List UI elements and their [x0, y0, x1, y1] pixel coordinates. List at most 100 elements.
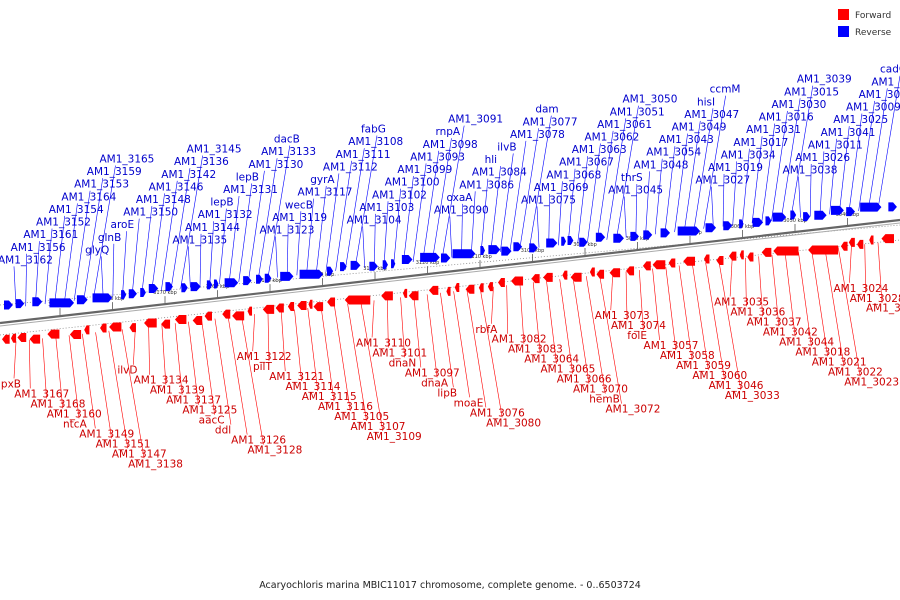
gene-label[interactable]: AM1_3156 [11, 242, 66, 254]
gene-label[interactable]: ilvB [497, 141, 516, 153]
gene-label[interactable]: AM1_3066 [557, 374, 612, 386]
gene-label[interactable]: AM1_3043 [659, 134, 714, 146]
gene-arrow[interactable] [340, 262, 347, 272]
gene-label[interactable]: AM1_3024 [833, 283, 888, 295]
gene-arrow[interactable] [609, 268, 621, 278]
gene-label[interactable]: AM1_3032 [866, 303, 900, 315]
gene-arrow[interactable] [487, 282, 493, 292]
gene-label[interactable]: AM1_3115 [302, 391, 357, 403]
gene-label[interactable]: AM1_3103 [359, 202, 414, 214]
gene-label[interactable]: AM1_3110 [356, 337, 411, 349]
gene-arrow[interactable] [275, 303, 284, 313]
gene-arrow[interactable] [529, 243, 538, 253]
gene-label[interactable]: AM1_3029 [871, 76, 900, 88]
gene-label[interactable]: AM1_3080 [486, 417, 541, 429]
gene-label[interactable]: pilT [253, 361, 272, 373]
gene-arrow[interactable] [848, 237, 855, 247]
gene-label[interactable]: AM1_3086 [459, 179, 514, 191]
gene-label[interactable]: AM1_3104 [347, 214, 402, 226]
gene-arrow[interactable] [888, 202, 897, 212]
gene-arrow[interactable] [773, 246, 799, 256]
gene-label[interactable]: AM1_3073 [595, 310, 650, 322]
gene-label[interactable]: AM1_3147 [112, 448, 167, 460]
gene-label[interactable]: AM1_3060 [692, 370, 747, 382]
gene-arrow[interactable] [562, 270, 568, 280]
gene-arrow[interactable] [222, 309, 231, 319]
gene-arrow[interactable] [369, 261, 378, 271]
gene-arrow[interactable] [49, 298, 75, 308]
gene-label[interactable]: AM1_3009 [846, 102, 900, 114]
gene-label[interactable]: AM1_3114 [285, 381, 340, 393]
gene-label[interactable]: AM1_3018 [795, 346, 850, 358]
gene-arrow[interactable] [501, 246, 512, 256]
gene-arrow[interactable] [630, 231, 639, 241]
gene-label[interactable]: AM1_3036 [730, 306, 785, 318]
gene-label[interactable]: thrS [621, 172, 643, 184]
gene-label[interactable]: AM1_3074 [611, 320, 666, 332]
gene-label[interactable]: AM1_3075 [521, 195, 576, 207]
gene-arrow[interactable] [454, 282, 460, 292]
gene-arrow[interactable] [739, 250, 744, 260]
gene-label[interactable]: AM1_3017 [733, 137, 788, 149]
gene-arrow[interactable] [761, 247, 772, 257]
gene-label[interactable]: ilvD [117, 365, 137, 377]
gene-arrow[interactable] [677, 226, 701, 236]
gene-label[interactable]: AM1_3122 [237, 351, 292, 363]
gene-label[interactable]: AM1_3042 [763, 326, 818, 338]
gene-arrow[interactable] [570, 272, 582, 282]
gene-label[interactable]: AM1_3041 [821, 127, 876, 139]
gene-label[interactable]: AM1_3059 [676, 360, 731, 372]
gene-label[interactable]: AM1_3134 [134, 375, 189, 387]
gene-arrow[interactable] [84, 325, 90, 335]
gene-arrow[interactable] [705, 223, 717, 233]
gene-arrow[interactable] [401, 255, 413, 265]
gene-arrow[interactable] [381, 291, 393, 301]
gene-label[interactable]: AM1_3045 [608, 185, 663, 197]
gene-label[interactable]: AM1_3126 [231, 435, 286, 447]
gene-label[interactable]: AM1_3090 [434, 205, 489, 217]
gene-arrow[interactable] [262, 304, 275, 314]
gene-label[interactable]: AM1_3149 [79, 428, 134, 440]
gene-label[interactable]: AM1_3160 [47, 408, 102, 420]
gene-arrow[interactable] [511, 276, 524, 286]
gene-arrow[interactable] [728, 251, 737, 261]
gene-label[interactable]: AM1_3076 [470, 407, 525, 419]
gene-arrow[interactable] [626, 266, 635, 276]
gene-label[interactable]: AM1_3040 [859, 89, 900, 101]
gene-arrow[interactable] [232, 311, 245, 321]
gene-arrow[interactable] [546, 238, 558, 248]
gene-label[interactable]: AM1_3033 [725, 390, 780, 402]
gene-arrow[interactable] [420, 252, 440, 262]
gene-arrow[interactable] [47, 329, 60, 339]
gene-label[interactable]: AM1_3117 [298, 187, 353, 199]
gene-label[interactable]: AM1_3048 [634, 159, 689, 171]
gene-arrow[interactable] [204, 311, 212, 321]
gene-label[interactable]: aacC [199, 415, 225, 427]
gene-arrow[interactable] [860, 202, 882, 212]
gene-arrow[interactable] [140, 287, 146, 297]
gene-label[interactable]: ntcA [63, 418, 88, 430]
gene-arrow[interactable] [567, 236, 574, 246]
gene-label[interactable]: ccmM [710, 84, 741, 96]
gene-label[interactable]: AM1_3083 [508, 344, 563, 356]
gene-label[interactable]: AM1_3065 [540, 364, 595, 376]
gene-arrow[interactable] [869, 235, 874, 245]
gene-arrow[interactable] [465, 284, 475, 294]
gene-arrow[interactable] [15, 299, 25, 309]
gene-label[interactable]: AM1_3068 [546, 169, 601, 181]
gene-arrow[interactable] [857, 239, 864, 249]
gene-arrow[interactable] [402, 288, 408, 298]
gene-arrow[interactable] [32, 297, 43, 307]
gene-arrow[interactable] [452, 249, 476, 259]
gene-label[interactable]: AM1_3050 [622, 94, 677, 106]
gene-label[interactable]: hisI [697, 96, 715, 108]
gene-arrow[interactable] [299, 269, 324, 279]
gene-arrow[interactable] [243, 276, 252, 286]
gene-arrow[interactable] [668, 258, 676, 268]
gene-arrow[interactable] [596, 269, 605, 279]
gene-label[interactable]: AM1_3102 [372, 189, 427, 201]
gene-label[interactable]: AM1_3099 [397, 164, 452, 176]
gene-label[interactable]: lepB [236, 171, 259, 183]
gene-arrow[interactable] [297, 300, 307, 310]
gene-arrow[interactable] [652, 260, 666, 270]
